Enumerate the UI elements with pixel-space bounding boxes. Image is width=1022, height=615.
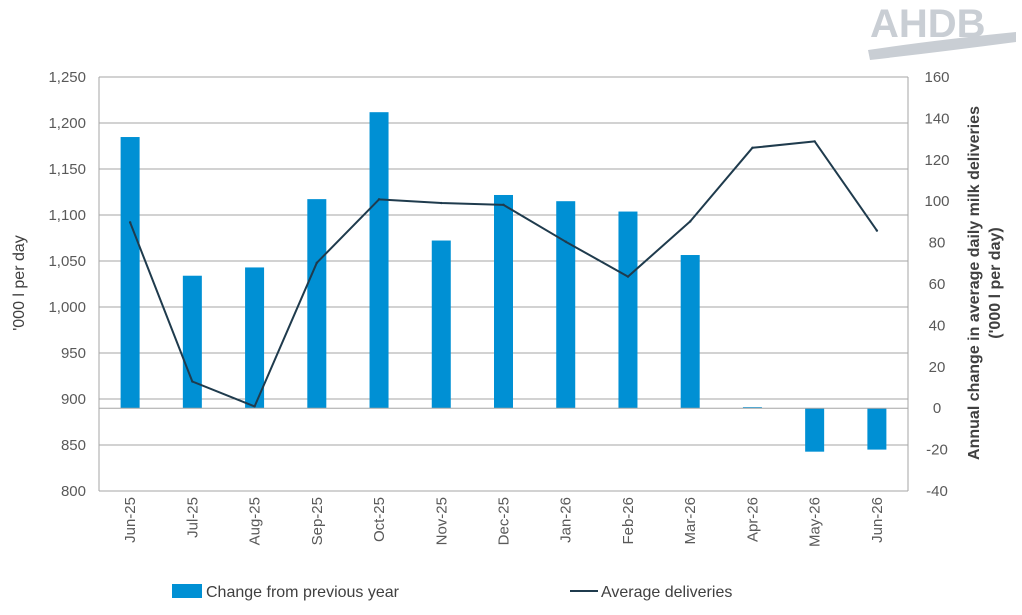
right-tick-label: 80 xyxy=(929,235,946,252)
line-series xyxy=(128,140,879,408)
bar-Feb-26 xyxy=(618,211,638,409)
ahdb-logo: AHDB xyxy=(868,2,1016,60)
line-point-Jan-26 xyxy=(564,240,567,243)
x-tick-label: Dec-25 xyxy=(496,497,513,545)
legend-bar-label: Change from previous year xyxy=(206,584,400,601)
x-tick-label: Jun-25 xyxy=(122,497,139,543)
x-tick-label: Jan-26 xyxy=(558,497,575,543)
right-tick-label: 140 xyxy=(924,110,949,127)
right-tick-label: 40 xyxy=(929,317,946,334)
left-axis-title: '000 l per day xyxy=(11,235,28,331)
right-tick-label: 20 xyxy=(929,359,946,376)
line-point-Mar-26 xyxy=(688,220,692,223)
bar-Oct-25 xyxy=(369,112,389,409)
left-tick-label: 1,050 xyxy=(48,253,86,270)
x-tick-label: Mar-26 xyxy=(682,497,699,545)
bar-Jun-25 xyxy=(120,137,140,409)
right-tick-label: 120 xyxy=(924,152,949,169)
logo-text: AHDB xyxy=(870,2,986,46)
left-tick-label: 1,250 xyxy=(48,69,86,86)
x-tick-label: Jul-25 xyxy=(184,497,201,538)
right-tick-label: 100 xyxy=(924,193,949,210)
right-axis-ticks: -40 -20 0 20 40 60 80 100 120 140 160 xyxy=(924,69,949,500)
x-tick-label: Aug-25 xyxy=(247,497,264,545)
x-tick-label: Nov-25 xyxy=(433,497,450,545)
line-point-Dec-25 xyxy=(502,203,505,207)
bar-May-26 xyxy=(805,408,825,452)
line-point-Nov-25 xyxy=(440,201,443,205)
right-tick-label: -40 xyxy=(926,483,948,500)
left-tick-label: 1,000 xyxy=(48,299,86,316)
right-tick-label: 60 xyxy=(929,276,946,293)
bar-Nov-25 xyxy=(431,240,451,409)
x-tick-label: Feb-26 xyxy=(620,497,637,545)
line-point-Jun-25 xyxy=(128,221,132,224)
x-tick-label: May-26 xyxy=(807,497,824,547)
x-tick-label: Jun-26 xyxy=(869,497,886,543)
legend-line-label: Average deliveries xyxy=(601,584,732,601)
x-axis-ticks: Jun-25 Jul-25 Aug-25 Sep-25 Oct-25 Nov-25 Dec-… xyxy=(122,497,886,547)
bar-Jul-25 xyxy=(182,275,202,409)
right-tick-label: 160 xyxy=(924,69,949,86)
legend-bar-swatch xyxy=(172,584,202,598)
x-tick-label: Apr-26 xyxy=(744,497,761,542)
legend: Change from previous year Average delive… xyxy=(172,584,732,601)
line-point-May-26 xyxy=(813,140,816,143)
bar-Dec-25 xyxy=(494,194,513,409)
line-point-Sep-25 xyxy=(315,261,319,265)
left-tick-label: 1,150 xyxy=(48,161,86,178)
line-point-Feb-26 xyxy=(626,275,630,278)
bar-Jan-26 xyxy=(556,201,576,409)
left-tick-label: 1,100 xyxy=(48,207,86,224)
left-tick-label: 850 xyxy=(61,437,86,454)
left-axis-ticks: 800 850 900 950 1,000 1,050 1,100 1,150 1,200 1,2… xyxy=(48,69,86,500)
right-tick-label: 0 xyxy=(933,400,941,417)
right-tick-label: -20 xyxy=(926,442,948,459)
x-tick-label: Oct-25 xyxy=(371,497,388,542)
left-tick-label: 900 xyxy=(61,391,86,408)
bar-Aug-25 xyxy=(245,267,265,409)
line-point-Jun-26 xyxy=(875,229,879,232)
left-tick-label: 1,200 xyxy=(48,115,86,132)
line-point-Apr-26 xyxy=(751,146,754,150)
line-point-Aug-25 xyxy=(253,405,256,408)
logo-swoosh xyxy=(868,32,1016,60)
x-tick-label: Sep-25 xyxy=(309,497,326,545)
bar-series xyxy=(120,112,887,452)
right-axis-title-line2: ('000 l per day) xyxy=(987,227,1004,338)
right-axis-title-line1: Annual change in average daily milk deli… xyxy=(966,106,983,460)
left-tick-label: 950 xyxy=(61,345,86,362)
bar-Apr-26 xyxy=(742,407,762,409)
bar-Sep-25 xyxy=(307,199,327,409)
bar-Jun-26 xyxy=(867,408,887,450)
left-tick-label: 800 xyxy=(61,483,86,500)
bar-Mar-26 xyxy=(680,255,700,409)
line-point-Jul-25 xyxy=(191,380,194,383)
line-point-Oct-25 xyxy=(377,198,381,201)
